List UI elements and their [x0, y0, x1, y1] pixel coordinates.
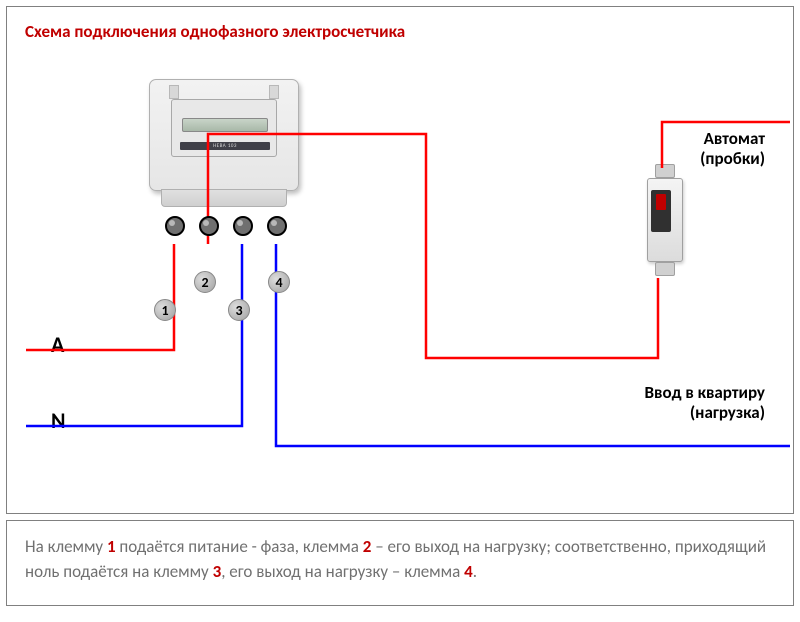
meter-lcd [182, 118, 268, 132]
breaker-bottom-port [655, 262, 675, 276]
caption-terminal-1: 1 [107, 536, 116, 557]
phase-label: A [51, 331, 64, 358]
meter-terminal-cover [161, 189, 287, 207]
caption-text: На клемму 1 подаётся питание - фаза, кле… [25, 535, 775, 584]
circuit-breaker [643, 164, 687, 276]
terminal-number-badge-1: 1 [154, 299, 176, 321]
terminal-number-badge-4: 4 [268, 271, 290, 293]
electric-meter: НЕВА 103 [149, 79, 299, 207]
breaker-toggle [656, 194, 666, 210]
breaker-label-line2: (пробки) [700, 149, 765, 169]
load-label: Ввод в квартиру (нагрузка) [645, 383, 766, 424]
meter-panel: НЕВА 103 [171, 99, 277, 157]
meter-rail [169, 85, 179, 99]
caption-terminal-3: 3 [213, 561, 222, 582]
load-label-line1: Ввод в квартиру [645, 383, 766, 403]
breaker-label: Автомат (пробки) [700, 129, 765, 170]
breaker-label-line1: Автомат [700, 129, 765, 149]
diagram-frame: Схема подключения однофазного электросче… [6, 6, 794, 514]
terminal-number-badge-3: 3 [228, 299, 250, 321]
caption-terminal-2: 2 [363, 536, 372, 557]
meter-rail [269, 85, 279, 99]
neutral-label: N [51, 407, 66, 434]
caption-terminal-4: 4 [464, 561, 473, 582]
terminal-number-badge-2: 2 [194, 271, 216, 293]
caption-frame: На клемму 1 подаётся питание - фаза, кле… [6, 520, 794, 606]
meter-model-strip: НЕВА 103 [180, 142, 270, 150]
load-label-line2: (нагрузка) [645, 403, 766, 423]
diagram-title: Схема подключения однофазного электросче… [25, 21, 405, 42]
breaker-top-port [655, 164, 675, 178]
